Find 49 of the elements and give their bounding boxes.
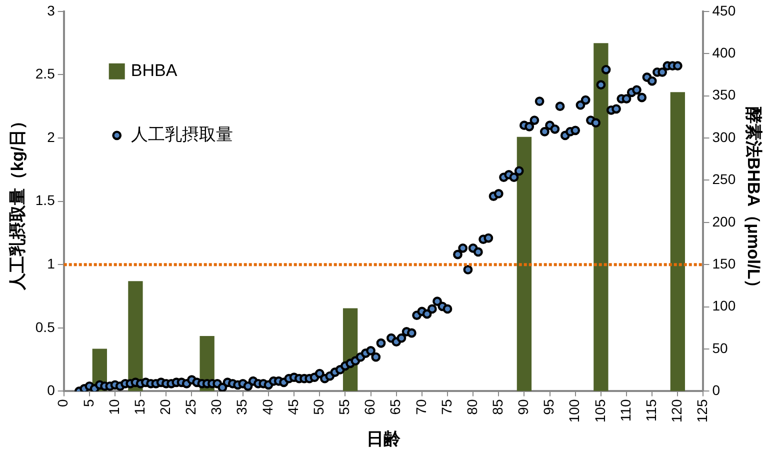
y2-tick-label: 250 (712, 171, 736, 188)
x-tick-label: 95 (540, 399, 557, 415)
x-tick-label: 50 (310, 399, 326, 415)
y-tick-label: 2 (47, 128, 56, 145)
x-axis-title: 日齢 (366, 429, 402, 448)
x-tick-label: 70 (412, 399, 429, 415)
y2-tick-label: 50 (712, 340, 728, 356)
y2-tick-label: 300 (712, 128, 736, 145)
x-tick-label: 0 (54, 399, 71, 408)
x-tick-label: 85 (490, 399, 506, 415)
x-tick-label: 100 (566, 399, 582, 423)
x-tick-label: 25 (182, 399, 199, 415)
x-tick-label: 15 (131, 399, 148, 415)
y-tick-label: 1.5 (35, 192, 56, 208)
y-tick-label: 2.5 (35, 66, 56, 82)
x-tick-label: 55 (336, 399, 352, 415)
x-tick-label: 105 (592, 399, 608, 423)
y2-tick-label: 450 (712, 2, 736, 18)
x-tick-label: 60 (362, 399, 378, 415)
x-tick-label: 115 (642, 399, 659, 422)
x-tick-label: 5 (80, 399, 96, 408)
x-tick-label: 125 (694, 399, 710, 423)
x-tick-label: 90 (515, 399, 532, 415)
y-tick-label: 3 (47, 2, 56, 18)
y2-tick-label: 400 (712, 44, 736, 60)
x-tick-label: 120 (668, 399, 685, 423)
x-tick-label: 40 (259, 399, 276, 415)
x-tick-label: 110 (617, 399, 634, 422)
legend-label: BHBA (130, 61, 178, 80)
x-tick-label: 35 (234, 399, 250, 415)
x-tick-label: 45 (284, 399, 301, 415)
y2-tick-label: 150 (712, 255, 736, 272)
y2-tick-label: 350 (712, 86, 736, 103)
x-tick-label: 80 (464, 399, 480, 415)
x-tick-label: 10 (106, 399, 122, 415)
bar (128, 281, 143, 392)
y-axis-title: 人工乳摂取量（kg/日） (8, 112, 27, 292)
x-tick-label: 65 (387, 399, 404, 415)
x-tick-label: 20 (157, 399, 174, 415)
y-tick-label: 0.5 (35, 318, 56, 335)
y2-tick-label: 100 (712, 298, 736, 314)
x-tick-label: 30 (208, 399, 224, 415)
x-tick-label: 75 (438, 399, 454, 415)
y2-axis-title: 酵素法BHBA（μmol/L） (744, 106, 764, 296)
bar (670, 92, 685, 392)
legend-label: 人工乳摂取量 (130, 125, 233, 144)
y-tick-label: 1 (47, 255, 56, 272)
y2-tick-label: 200 (712, 213, 736, 230)
bar (516, 136, 532, 392)
